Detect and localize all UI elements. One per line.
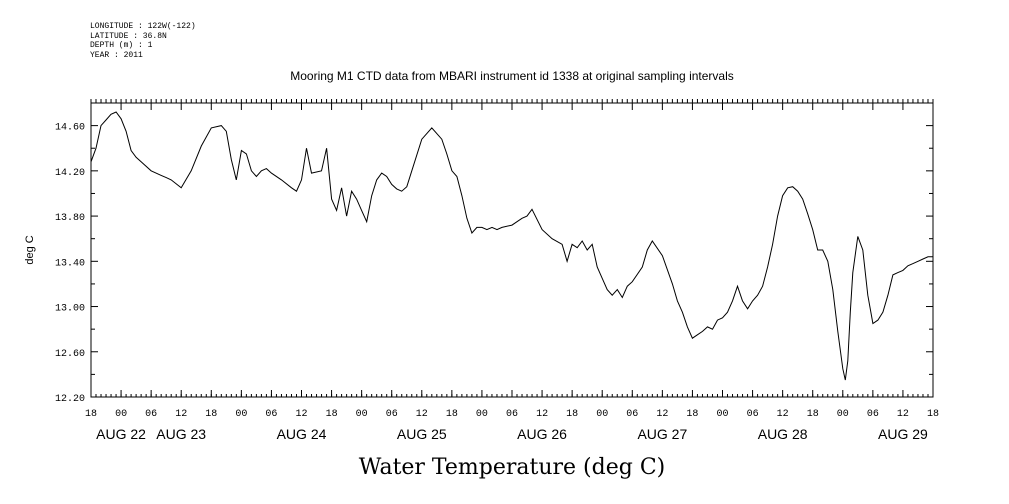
x-tick-label: 18 [686,409,698,420]
x-day-label: AUG 29 [878,426,928,442]
x-tick-label: 06 [386,409,398,420]
plot-frame [90,102,934,398]
meta-year: YEAR : 2011 [90,50,143,60]
x-tick-label: 12 [416,409,428,420]
meta-longitude: LONGITUDE : 122W(-122) [90,22,196,31]
x-tick-label: 00 [716,409,728,420]
x-tick-label: 06 [145,409,157,420]
x-tick-label: 12 [656,409,668,420]
x-day-label: AUG 26 [517,426,567,442]
x-tick-label: 18 [446,409,458,420]
x-tick-label: 06 [867,409,879,420]
x-tick-label: 18 [205,409,217,420]
y-axis-label: deg C [24,235,36,264]
x-day-label: AUG 28 [758,426,808,442]
y-tick-label: 13.40 [55,258,85,269]
x-day-label: AUG 24 [277,426,327,442]
metadata-block: LONGITUDE : 122W(-122) LATITUDE : 36.8N … [90,22,196,60]
x-tick-label: 00 [115,409,127,420]
x-tick-label: 12 [777,409,789,420]
y-tick-label: 13.00 [55,304,85,315]
x-axis: 18 00 06 12 18 00 06 12 18 00 06 12 18 00 06 12 18 00 06 12… [85,103,939,442]
x-tick-label: 00 [235,409,247,420]
x-axis-label: Water Temperature (deg C) [359,455,666,480]
x-tick-label: 12 [536,409,548,420]
y-tick-label: 14.20 [55,168,85,179]
y-tick-label: 13.80 [55,213,85,224]
x-tick-label: 00 [837,409,849,420]
x-tick-label: 18 [85,409,97,420]
x-tick-label: 18 [807,409,819,420]
x-tick-label: 06 [506,409,518,420]
x-tick-label: 00 [356,409,368,420]
x-tick-label: 18 [927,409,939,420]
x-day-label: AUG 22 [96,426,146,442]
chart-title: Mooring M1 CTD data from MBARI instrumen… [290,69,734,83]
meta-latitude: LATITUDE : 36.8N [90,31,167,41]
x-tick-label: 00 [476,409,488,420]
series-line-water-temperature [90,111,933,381]
x-tick-label: 12 [295,409,307,420]
x-tick-label: 06 [626,409,638,420]
y-axis: 12.20 12.60 13.00 13.40 13.80 14.20 14.60 [55,123,933,405]
x-day-label: AUG 23 [156,426,206,442]
x-day-label: AUG 25 [397,426,447,442]
meta-depth: DEPTH (m) : 1 [90,41,153,50]
x-tick-label: 00 [596,409,608,420]
x-tick-label: 12 [897,409,909,420]
y-tick-label: 12.20 [55,394,85,405]
y-tick-label: 12.60 [55,349,85,360]
x-tick-label: 18 [326,409,338,420]
x-tick-label: 06 [747,409,759,420]
minor-ticks [90,99,934,397]
x-tick-label: 12 [175,409,187,420]
x-day-label: AUG 27 [637,426,687,442]
x-tick-label: 06 [265,409,277,420]
y-tick-label: 14.60 [55,123,85,134]
x-tick-label: 18 [566,409,578,420]
